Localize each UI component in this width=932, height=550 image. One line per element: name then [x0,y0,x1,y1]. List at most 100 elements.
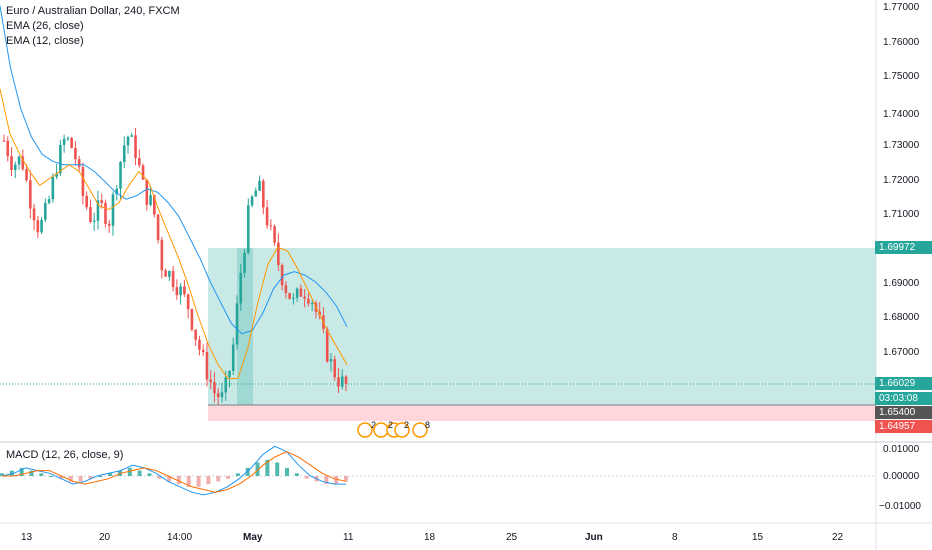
candle-body [92,220,96,222]
stop-price-tag: 1.64957 [875,420,932,433]
candle-body [160,239,164,271]
candle-body [137,158,141,166]
candle-body [59,144,62,174]
candle-body [66,137,70,139]
candle-body [243,252,246,273]
macd-bar [304,476,309,479]
candle-body [183,286,186,295]
candle-body [198,339,201,350]
price-tick: 1.76000 [883,37,920,48]
candle-body [239,272,243,304]
candle-body [235,303,239,345]
candle-body [194,329,197,340]
macd-bar [147,473,152,476]
macd-bar [245,467,250,476]
candle-body [231,344,235,371]
macd-bar [137,470,142,476]
macd-bar [255,462,260,476]
candle-body [254,190,258,197]
event-badge-icon[interactable] [357,422,373,438]
ema12-legend[interactable]: EMA (12, close) [6,35,84,47]
candle-body [186,294,190,310]
time-label: Jun [585,532,603,543]
event-badges[interactable]: 2 2 2 8 [357,420,430,438]
macd-bar [88,476,93,479]
candle-body [134,135,137,159]
stop-zone[interactable] [208,405,876,421]
price-tick: 1.69000 [883,278,920,289]
candle-body [119,161,122,189]
candle-body [258,180,261,191]
macd-bar [216,476,221,482]
candle-body [36,220,40,233]
macd-signal-line[interactable] [2,451,347,493]
candle-body [288,293,291,299]
candle-body [213,382,216,394]
time-label: 15 [752,532,764,543]
event-badge-icon[interactable] [412,422,428,438]
event-badge-icon[interactable] [394,422,410,438]
candle-body [126,136,130,146]
candle-body [13,164,17,170]
price-tick: 1.68000 [883,312,920,323]
candle-body [284,285,288,294]
macd-axis[interactable]: 0.01000 0.00000 −0.01000 [879,444,921,512]
target-zone[interactable] [208,248,876,405]
candle-body [6,140,10,157]
candle-body [25,169,28,181]
entry-price-tag: 1.65400 [875,406,932,419]
candle-body [292,297,295,299]
candle-body [29,180,32,209]
event-badge-count: 2 [404,420,409,430]
candle-body [130,135,134,137]
macd-bar [324,476,329,485]
event-badge-count: 2 [388,420,393,430]
macd-bar [157,476,162,479]
candle-body [171,271,175,288]
candle-body [190,309,194,330]
candle-body [47,199,51,203]
macd-bar [19,467,24,476]
price-tick: 1.67000 [883,347,920,358]
candle-body [21,156,25,170]
ema12-line[interactable] [0,88,348,380]
candle-body [10,156,13,170]
candle-body [265,207,269,226]
price-tick: 1.75000 [883,71,920,82]
candle-body [224,377,228,393]
macd-tick: 0.00000 [883,471,920,482]
candle-body [115,188,119,195]
event-badge-count: 2 [371,420,376,430]
candle-body [277,242,280,265]
ema26-legend[interactable]: EMA (26, close) [6,20,84,32]
candle-body [149,195,152,205]
ema26-line[interactable] [0,5,348,335]
macd-bar [285,467,290,476]
time-label: 18 [424,532,436,543]
candle-body [250,196,254,206]
candle-body [209,379,213,383]
candle-body [81,167,85,196]
event-badge-icon[interactable] [373,422,389,438]
macd-bar [196,476,201,487]
macd-bar [108,473,113,476]
candle-body [122,145,126,162]
candle-body [153,195,156,215]
symbol-title[interactable]: Euro / Australian Dollar, 240, FXCM [6,5,180,17]
candle-body [329,359,333,362]
chart-legend[interactable]: Euro / Australian Dollar, 240, FXCM EMA … [6,4,180,49]
macd-legend[interactable]: MACD (12, 26, close, 9) [6,449,124,461]
candle-body [216,393,220,398]
candle-body [111,194,115,226]
time-axis[interactable]: 13 20 14:00 May 11 18 25 Jun 8 15 22 [21,532,844,543]
candle-body [141,165,145,180]
candle-body [303,296,306,299]
candle-body [179,286,182,296]
candle-body [70,137,73,148]
macd-bar [176,476,181,485]
macd-line[interactable] [1,445,346,496]
price-axis[interactable]: 1.77000 1.76000 1.75000 1.74000 1.73000 … [883,2,920,358]
candle-body [295,288,299,298]
macd-tick: 0.01000 [883,444,920,455]
